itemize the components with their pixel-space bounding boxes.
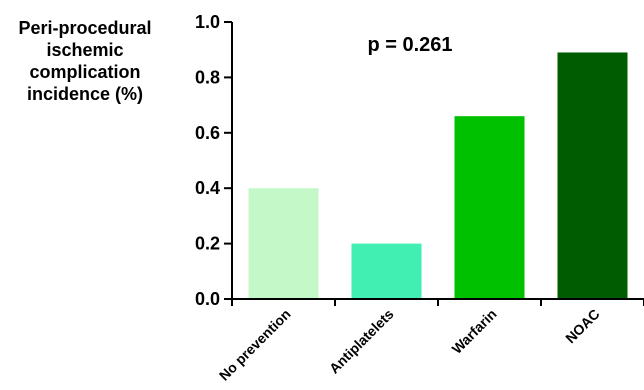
plot-area: 0.0 0.2 0.4 0.6 0.8 1.0 No prevention Antiplate… (195, 12, 644, 384)
x-tick-label: Warfarin (449, 306, 500, 357)
bar (248, 188, 319, 299)
bar (557, 52, 628, 299)
y-tick-label: 0.2 (195, 234, 220, 254)
x-tick-label: Antiplatelets (326, 306, 397, 377)
y-axis-label-line: incidence (%) (27, 84, 143, 104)
y-tick-label: 0.8 (195, 67, 220, 87)
y-tick-label: 0.6 (195, 123, 220, 143)
x-tick-label: No prevention (216, 306, 294, 384)
y-axis-label-line: Peri-procedural (18, 18, 151, 38)
y-axis-label: Peri-procedural ischemic complication in… (18, 18, 151, 104)
y-axis-label-line: complication (29, 62, 140, 82)
y-tick-label: 1.0 (195, 12, 220, 32)
x-tick-label: NOAC (562, 306, 602, 346)
p-value-annotation: p = 0.261 (367, 34, 452, 56)
bar (454, 116, 525, 300)
y-tick-label: 0.0 (195, 289, 220, 309)
bar (351, 243, 422, 299)
y-axis-label-line: ischemic (46, 40, 123, 60)
y-tick-label: 0.4 (195, 178, 220, 198)
